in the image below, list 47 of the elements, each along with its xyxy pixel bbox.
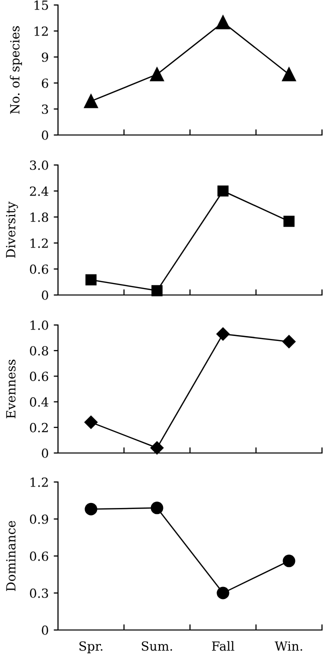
y-tick-label: 0.2	[30, 422, 48, 432]
x-tick-label: Sum.	[142, 641, 172, 651]
y-axis-title: Evenness	[6, 360, 16, 418]
y-tick-label: 1.2	[30, 477, 48, 487]
y-tick-label: 1.8	[30, 212, 48, 222]
y-tick-label: 0.3	[30, 588, 48, 598]
y-tick-label: 0	[42, 290, 48, 300]
y-axis-title: Dominance	[6, 520, 16, 591]
y-tick-label: 0.8	[30, 346, 48, 356]
point	[216, 15, 230, 30]
y-axis-title: No. of species	[10, 26, 22, 114]
y-tick-label: 0	[42, 130, 48, 140]
y-tick-label: 9	[42, 52, 48, 62]
point	[151, 285, 163, 296]
y-tick-label: 3	[42, 104, 48, 114]
y-tick-label: 0.6	[30, 551, 48, 561]
point	[283, 216, 295, 227]
y-tick-label: 1.0	[30, 320, 48, 330]
point	[282, 335, 296, 348]
point	[84, 416, 98, 429]
y-tick-label: 6	[42, 78, 48, 88]
point	[150, 502, 164, 514]
y-tick-label: 15	[34, 0, 48, 10]
point	[282, 67, 296, 82]
point	[84, 94, 98, 108]
point	[216, 327, 230, 341]
x-tick-label: Win.	[274, 641, 302, 651]
point	[84, 502, 98, 516]
point	[150, 67, 164, 82]
point	[85, 274, 97, 286]
x-tick-label: Spr.	[79, 641, 102, 654]
y-tick-label: 3.0	[30, 160, 48, 170]
y-tick-label: 0.6	[30, 264, 48, 274]
point	[150, 441, 164, 454]
y-tick-label: 0.6	[30, 372, 48, 382]
y-tick-label: 0	[42, 448, 48, 458]
y-tick-label: 12	[34, 26, 48, 36]
y-axis-title: Diversity	[6, 202, 18, 258]
y-tick-label: 2.4	[30, 186, 48, 196]
x-tick-label: Fall	[212, 641, 234, 651]
point	[217, 185, 229, 197]
point	[282, 554, 296, 568]
y-tick-label: 0	[42, 625, 48, 635]
point	[216, 586, 230, 600]
y-tick-label: 0.4	[30, 397, 48, 407]
y-tick-label: 1.2	[30, 238, 48, 248]
y-tick-label: 0.9	[30, 514, 48, 524]
